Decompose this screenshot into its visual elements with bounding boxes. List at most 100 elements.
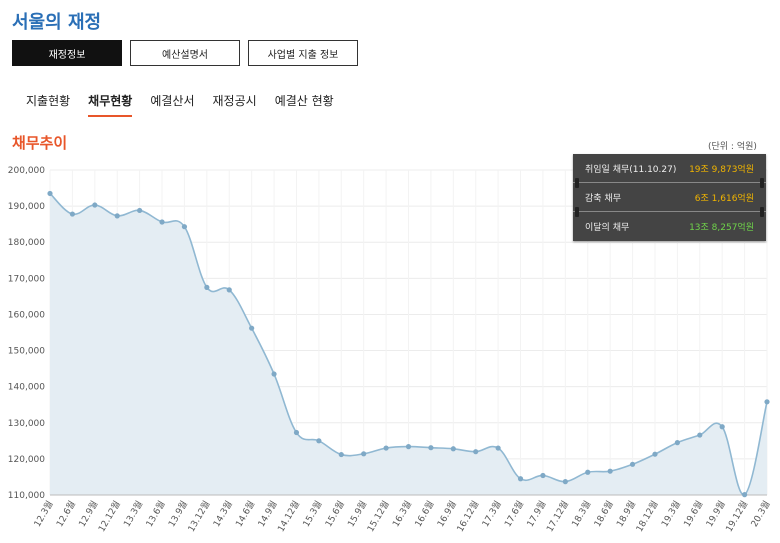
- data-point: [540, 472, 546, 479]
- x-tick-label: 15.9월: [345, 499, 370, 530]
- info-row-inauguration-debt: 취임일 채무(11.10.27) 19조 9,873억원: [573, 154, 766, 183]
- data-point: [629, 461, 636, 467]
- x-tick-label: 16.12월: [454, 499, 481, 534]
- x-tick-label: 20.3월: [748, 499, 773, 530]
- pin-icon: [760, 207, 764, 217]
- section-title: 채무추이: [12, 134, 68, 152]
- tab-expenditure[interactable]: 지출현황: [26, 94, 71, 108]
- x-tick-label: 16.6월: [412, 499, 437, 530]
- x-tick-label: 12.9월: [76, 499, 101, 530]
- data-point: [181, 224, 188, 230]
- tab-debt[interactable]: 채무현황: [88, 92, 133, 117]
- unit-label: (단위 : 억원): [708, 142, 757, 152]
- y-tick-label: 190,000: [8, 202, 45, 212]
- x-tick-label: 19.3월: [658, 499, 683, 530]
- data-point: [674, 440, 680, 446]
- x-tick-label: 13.12월: [185, 499, 212, 534]
- x-tick-label: 15.12월: [364, 499, 391, 534]
- data-point: [741, 492, 748, 498]
- x-tick-label: 14.3월: [210, 499, 235, 530]
- x-tick-label: 19.9월: [703, 499, 728, 530]
- y-tick-label: 200,000: [8, 166, 45, 176]
- data-point: [719, 424, 725, 430]
- x-tick-label: 12.6월: [53, 499, 78, 530]
- x-tick-label: 17.3월: [479, 499, 504, 530]
- series-area: [50, 193, 767, 495]
- y-tick-label: 150,000: [8, 347, 45, 357]
- budget-description-button[interactable]: 예산설명서: [130, 40, 240, 66]
- data-point: [47, 190, 53, 197]
- data-point: [585, 469, 591, 475]
- tab-settlement-status[interactable]: 예결산 현황: [274, 94, 334, 108]
- data-point: [383, 445, 389, 451]
- data-point: [114, 213, 120, 219]
- x-tick-label: 13.6월: [143, 499, 168, 530]
- info-label: 취임일 채무(11.10.27): [585, 164, 677, 175]
- x-tick-label: 16.3월: [390, 499, 415, 530]
- info-row-current-debt: 이달의 채무 13조 8,257억원: [573, 207, 766, 241]
- project-expenditure-button[interactable]: 사업별 지출 정보: [248, 40, 358, 66]
- y-tick-label: 130,000: [8, 419, 45, 429]
- info-value: 13조 8,257억원: [689, 223, 754, 233]
- x-tick-label: 18.12월: [633, 499, 660, 534]
- x-tick-label: 18.3월: [569, 499, 594, 530]
- data-point: [495, 445, 501, 451]
- x-tick-label: 19.12월: [723, 499, 750, 534]
- top-nav: 재정정보 예산설명서 사업별 지출 정보: [12, 40, 358, 66]
- x-tick-label: 19.6월: [681, 499, 706, 530]
- data-point: [764, 399, 770, 405]
- tab-disclosure[interactable]: 재정공시: [212, 94, 257, 108]
- data-point: [361, 451, 367, 457]
- data-point: [249, 325, 255, 331]
- x-tick-label: 12.3월: [31, 499, 56, 530]
- tab-settlement[interactable]: 예결산서: [150, 94, 195, 108]
- x-tick-label: 12.12월: [95, 499, 122, 534]
- data-point: [204, 284, 210, 290]
- data-point: [92, 202, 98, 208]
- debt-info-box: 취임일 채무(11.10.27) 19조 9,873억원 감축 채무 6조 1,…: [573, 154, 766, 241]
- data-point: [159, 219, 165, 225]
- data-point: [607, 468, 613, 474]
- y-tick-label: 140,000: [8, 383, 45, 393]
- y-tick-label: 160,000: [8, 310, 45, 320]
- info-value: 19조 9,873억원: [689, 164, 754, 175]
- data-point: [428, 445, 434, 451]
- data-point: [226, 287, 232, 293]
- sub-tabs: 지출현황 채무현황 예결산서 재정공시 예결산 현황: [26, 92, 334, 117]
- data-point: [473, 449, 479, 455]
- pin-icon: [575, 207, 579, 217]
- x-tick-label: 16.9월: [434, 499, 459, 530]
- pin-icon: [760, 178, 764, 188]
- x-tick-label: 13.9월: [165, 499, 190, 530]
- data-point: [405, 444, 412, 450]
- x-tick-label: 15.6월: [322, 499, 347, 530]
- y-tick-label: 170,000: [8, 274, 45, 284]
- page-title: 서울의 재정: [12, 12, 102, 33]
- x-tick-label: 15.3월: [300, 499, 325, 530]
- data-point: [271, 371, 277, 377]
- y-tick-label: 120,000: [8, 455, 45, 465]
- info-row-reduced-debt: 감축 채무 6조 1,616억원: [573, 178, 766, 212]
- debt-trend-chart: 200,000 190,000 180,000 170,000 160,000 150,0…: [8, 166, 773, 534]
- data-point: [316, 438, 322, 444]
- data-point: [652, 451, 658, 457]
- x-tick-label: 17.12월: [544, 499, 571, 534]
- x-tick-label: 14.9월: [255, 499, 280, 530]
- x-tick-label: 17.9월: [524, 499, 549, 530]
- x-tick-label: 17.6월: [502, 499, 527, 530]
- info-label: 감축 채무: [585, 193, 621, 204]
- info-value: 6조 1,616억원: [694, 193, 754, 204]
- data-point: [517, 476, 524, 482]
- x-tick-label: 14.6월: [233, 499, 258, 530]
- x-tick-label: 14.12월: [275, 499, 302, 534]
- data-point: [137, 207, 143, 214]
- data-point: [293, 429, 300, 436]
- data-point: [450, 446, 456, 452]
- pin-icon: [575, 178, 579, 188]
- info-label: 이달의 채무: [585, 223, 630, 233]
- x-tick-label: 18.9월: [614, 499, 639, 530]
- finance-info-button[interactable]: 재정정보: [12, 40, 122, 66]
- y-tick-label: 180,000: [8, 238, 45, 248]
- data-point: [697, 432, 703, 438]
- x-tick-label: 18.6월: [591, 499, 616, 530]
